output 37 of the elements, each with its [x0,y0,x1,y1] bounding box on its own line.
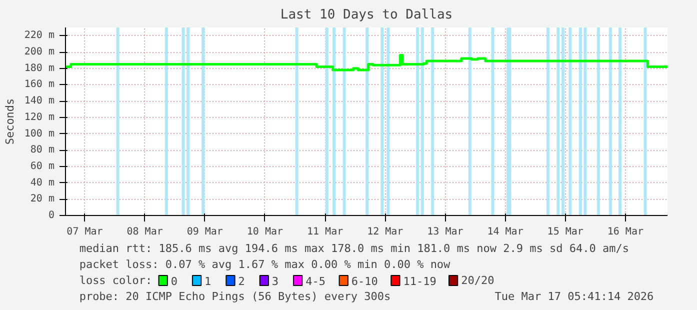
x-tick-label: 13 Mar [427,226,464,238]
legend-label: 20/20 [461,274,494,287]
x-tick-label: 10 Mar [246,226,284,238]
x-tick-label: 12 Mar [367,226,404,238]
y-tick-label: 80 m [30,144,55,156]
legend-label: 1 [204,275,212,288]
legend-label: 3 [272,275,279,288]
x-tick-label: 11 Mar [306,226,344,238]
y-axis-title: Seconds [3,98,16,145]
x-tick-label: 09 Mar [186,226,223,238]
text: packet loss: 0.07 % avg 1.67 % max 0.00 % min 0.00 % now [79,258,451,271]
y-tick-label: 120 m [24,112,55,123]
x-tick-label: 14 Mar [487,226,524,238]
x-tick-label: 08 Mar [126,226,163,238]
y-tick-label: 60 m [30,160,55,172]
legend-label: 6-10 [351,275,378,288]
x-tick-label: 15 Mar [547,226,584,238]
y-tick-label: 40 m [30,177,55,188]
y-tick-label: 160 m [24,79,55,90]
y-tick-label: 0 [48,210,55,221]
y-tick-label: 140 m [24,96,55,107]
y-tick-label: 100 m [24,128,55,140]
y-tick-label: 180 m [24,62,55,74]
legend-label: 0 [170,275,178,288]
y-tick-label: 220 m [24,30,55,42]
text: median rtt: 185.6 ms avg 194.6 ms max 178.0 ms min 181.0 ms now 2.9 ms sd 64.0 am/s [79,242,630,255]
text: loss color: [79,274,152,287]
legend-label: 4-5 [306,275,326,288]
text: probe: 20 ICMP Echo Pings (56 Bytes) every 300s [79,290,391,303]
x-tick-label: 16 Mar [607,226,644,238]
x-tick-label: 07 Mar [66,226,103,238]
legend-label: 2 [238,275,245,288]
text: Tue Mar 17 05:41:14 2026 [494,290,654,303]
legend-label: 11-19 [403,275,436,288]
y-tick-label: 20 m [30,194,55,205]
chart-title: Last 10 Days to Dallas [280,8,453,22]
y-tick-label: 200 m [24,46,55,58]
